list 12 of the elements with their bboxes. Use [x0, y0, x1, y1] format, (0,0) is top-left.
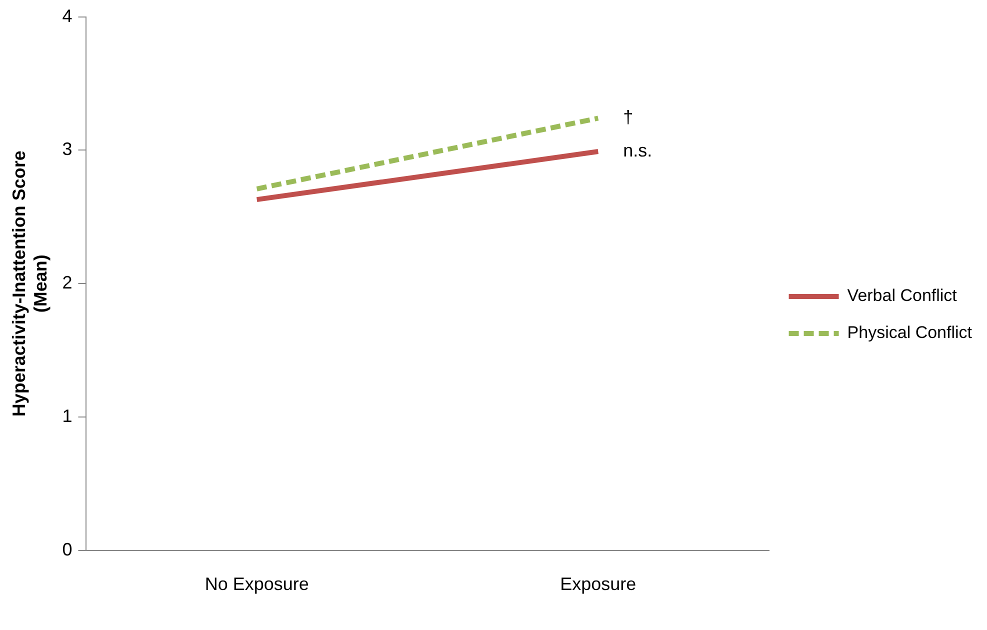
y-tick-label: 3: [62, 139, 72, 160]
annotation: n.s.: [623, 140, 652, 161]
x-tick-label: Exposure: [560, 574, 636, 594]
x-tick-label: No Exposure: [204, 574, 309, 594]
y-tick-label: 0: [62, 539, 72, 560]
y-tick-label: 4: [62, 6, 72, 26]
y-tick-label: 2: [62, 272, 72, 293]
legend-label: Verbal Conflict: [847, 286, 958, 306]
annotation: †: [623, 107, 634, 128]
legend-label: Physical Conflict: [847, 323, 972, 342]
y-tick-label: 1: [62, 406, 72, 426]
y-axis-title: Hyperactivity-Inattention Score (Mean): [8, 150, 50, 417]
